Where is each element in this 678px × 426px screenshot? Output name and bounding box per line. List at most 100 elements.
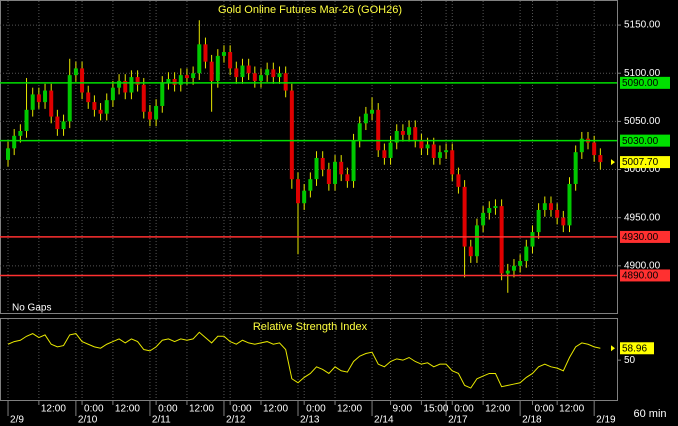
x-tick-label: 12:00 [263,404,288,415]
candle-body [505,270,510,274]
candle-body [382,150,387,158]
candle-body [240,65,245,78]
candle-body [80,68,85,93]
y-tick-label: 5100.00 [624,68,661,79]
candle-body [351,140,356,182]
candle-body [246,65,251,74]
candle-body [283,73,288,91]
candle-body [425,144,430,149]
candle-body [135,77,140,85]
candle-body [511,265,516,271]
x-tick-label: 12:00 [559,404,584,415]
x-tick-label: 12:00 [41,404,66,415]
level-label: 4890.00 [622,271,659,282]
candle-body [302,190,307,204]
y-tick-label: 5000.00 [624,164,661,175]
level-box [620,269,670,282]
candle-body [499,206,504,274]
candle-body [573,152,578,184]
candle-body [104,100,109,114]
x-tick-label: 12:00 [337,404,362,415]
candle-body [55,116,60,130]
candle-body [271,69,276,78]
candle-body [160,82,165,106]
date-tick-label: 2/12 [226,415,246,426]
candle-body [481,212,486,226]
candle-body [314,157,319,180]
x-tick-label: 12:00 [485,404,510,415]
x-tick-label: 15:00 [423,404,448,415]
candle-body [437,152,442,158]
candle-body [184,75,189,79]
last-arrow [611,345,615,352]
y-tick-label: 4900.00 [624,260,661,271]
candle-body [141,84,146,112]
candle-body [456,174,461,187]
candle-body [36,94,41,103]
y-tick-label: 5150.00 [624,20,661,31]
candle-body [277,73,282,78]
candle-body [376,109,381,151]
candle-body [370,109,375,114]
candle-body [462,186,467,247]
candle-body [197,44,202,74]
candle-body [12,135,17,149]
x-tick-label: 12:00 [115,404,140,415]
candle-body [147,111,152,120]
candle-body [444,150,449,153]
candle-body [67,75,72,122]
candle-body [73,68,78,76]
candle-body [400,131,405,135]
current-arrow [611,159,615,166]
candle-body [265,69,270,76]
candle-body [561,217,566,226]
date-tick-label: 2/13 [300,415,320,426]
labels: 4900.00 4950.00 5000.00 5050.00 5100.00 5150.… [10,20,670,426]
candle-body [154,105,159,120]
candle-body [413,127,418,141]
candle-body [487,208,492,213]
candle-body [468,246,473,257]
date-tick-label: 2/19 [596,415,616,426]
candle-body [203,44,208,62]
candle-body [555,209,560,218]
marks [0,20,617,389]
x-tick-label: 0:00 [306,404,326,415]
level-label: 4930.00 [622,232,659,243]
candle-body [24,109,29,131]
x-tick-label: 0:00 [84,404,104,415]
date-tick-label: 2/18 [522,415,542,426]
date-tick-label: 2/17 [448,415,468,426]
last-value-box [620,342,654,355]
candle-body [98,109,103,114]
candle-body [394,131,399,143]
candle-body [320,157,325,170]
date-tick-label: 2/11 [152,415,171,426]
current-label: 5007.70 [622,157,659,168]
candle-body [579,138,584,153]
candle-body [191,73,196,79]
candle-body [567,183,572,226]
level-box [620,134,670,147]
candle-body [289,90,294,180]
candle-body [333,161,338,184]
candle-body [598,155,603,163]
candle-body [18,131,23,136]
date-tick-label: 2/9 [10,415,24,426]
current-box [620,156,670,169]
y-tick-label: 4950.00 [624,212,661,223]
candle-body [129,77,134,93]
x-tick-label: 12:00 [189,404,214,415]
candle-body [339,161,344,175]
last-value-label: 58.96 [622,343,647,354]
x-tick-label: 0:00 [158,404,178,415]
candle-body [86,92,91,103]
candle-body [407,127,412,135]
candle-body [209,61,214,81]
candle-body [234,68,239,78]
candle-body [388,142,393,158]
candle-body [166,79,171,83]
rsi-title: Relative Strength Index [253,321,368,333]
candle-body [215,55,220,81]
rsi-line [7,331,601,389]
